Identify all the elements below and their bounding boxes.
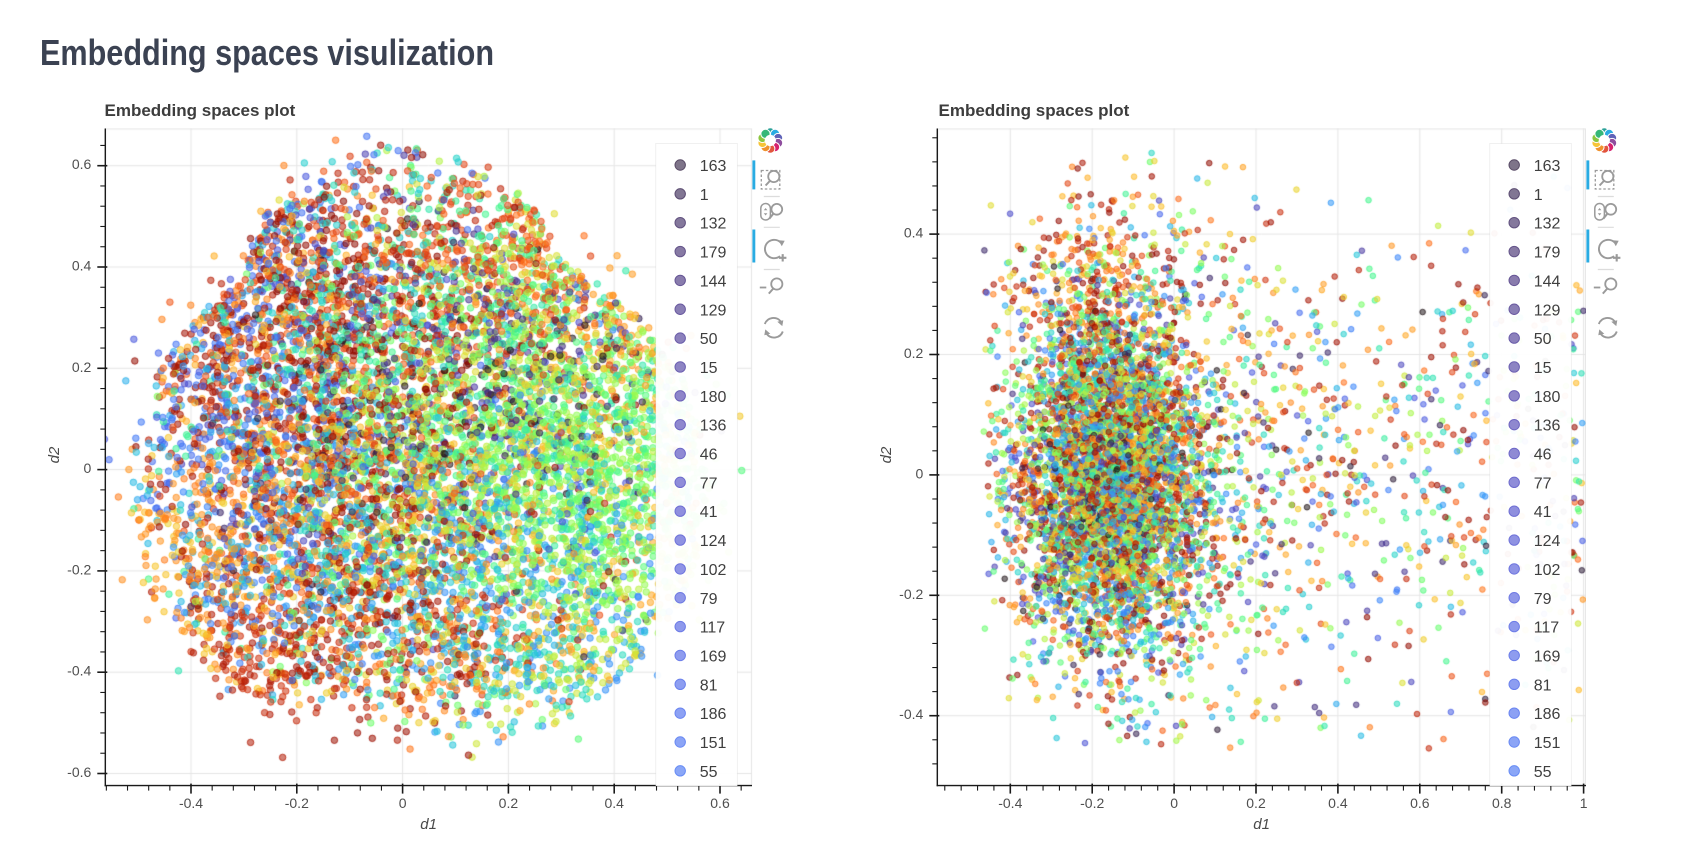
svg-text:0.2: 0.2	[904, 345, 924, 361]
svg-text:0.4: 0.4	[72, 258, 92, 274]
svg-text:15: 15	[1534, 360, 1552, 377]
svg-text:151: 151	[700, 735, 727, 752]
svg-text:0: 0	[84, 460, 92, 476]
svg-text:132: 132	[1534, 216, 1561, 233]
svg-text:186: 186	[700, 706, 727, 723]
svg-text:0.6: 0.6	[1410, 795, 1430, 811]
svg-text:50: 50	[1534, 331, 1552, 348]
svg-text:79: 79	[700, 591, 718, 608]
svg-text:169: 169	[700, 648, 727, 665]
svg-text:0.4: 0.4	[904, 225, 924, 241]
svg-text:0.4: 0.4	[604, 795, 624, 811]
svg-text:-0.2: -0.2	[1080, 795, 1104, 811]
svg-text:1: 1	[700, 187, 709, 204]
svg-text:179: 179	[700, 245, 727, 262]
svg-text:Embedding spaces plot: Embedding spaces plot	[939, 101, 1130, 120]
svg-text:129: 129	[700, 302, 727, 319]
svg-text:186: 186	[1534, 706, 1561, 723]
svg-text:1: 1	[1580, 795, 1588, 811]
svg-text:79: 79	[1534, 591, 1552, 608]
svg-text:-0.4: -0.4	[998, 795, 1022, 811]
svg-text:55: 55	[700, 764, 718, 781]
svg-text:117: 117	[1534, 620, 1560, 637]
svg-text:102: 102	[700, 562, 727, 579]
svg-text:77: 77	[700, 475, 718, 492]
svg-text:46: 46	[1534, 447, 1552, 464]
svg-text:0.2: 0.2	[499, 795, 519, 811]
svg-text:132: 132	[700, 216, 727, 233]
svg-text:Embedding spaces plot: Embedding spaces plot	[105, 101, 296, 120]
svg-text:-0.2: -0.2	[899, 586, 923, 602]
svg-text:50: 50	[700, 331, 718, 348]
svg-text:-0.4: -0.4	[67, 663, 91, 679]
svg-text:41: 41	[1534, 504, 1552, 521]
svg-text:1: 1	[1534, 187, 1543, 204]
svg-text:144: 144	[1534, 273, 1561, 290]
svg-text:55: 55	[1534, 764, 1552, 781]
svg-text:d1: d1	[1253, 816, 1270, 833]
svg-text:-0.6: -0.6	[67, 764, 91, 780]
svg-text:d2: d2	[46, 446, 63, 463]
svg-text:180: 180	[1534, 389, 1561, 406]
svg-text:81: 81	[700, 677, 718, 694]
svg-text:102: 102	[1534, 562, 1561, 579]
svg-text:0.6: 0.6	[72, 156, 92, 172]
svg-text:0.4: 0.4	[1328, 795, 1348, 811]
svg-text:124: 124	[1534, 533, 1561, 550]
svg-text:15: 15	[700, 360, 718, 377]
svg-text:46: 46	[700, 447, 718, 464]
svg-text:d1: d1	[420, 816, 437, 833]
svg-text:-0.2: -0.2	[67, 561, 91, 577]
svg-text:163: 163	[700, 158, 727, 175]
svg-text:124: 124	[700, 533, 727, 550]
svg-text:0.2: 0.2	[72, 359, 92, 375]
svg-text:179: 179	[1534, 245, 1561, 262]
svg-text:163: 163	[1534, 158, 1561, 175]
svg-text:0.6: 0.6	[710, 795, 730, 811]
svg-text:0.8: 0.8	[1492, 795, 1512, 811]
svg-text:0: 0	[1170, 795, 1178, 811]
svg-text:0.2: 0.2	[1246, 795, 1266, 811]
svg-text:77: 77	[1534, 475, 1552, 492]
svg-text:d2: d2	[878, 446, 895, 463]
svg-text:180: 180	[700, 389, 727, 406]
svg-text:-0.2: -0.2	[285, 795, 309, 811]
svg-text:81: 81	[1534, 677, 1552, 694]
svg-text:41: 41	[700, 504, 718, 521]
svg-text:-0.4: -0.4	[179, 795, 203, 811]
svg-text:-0.4: -0.4	[899, 706, 923, 722]
svg-text:169: 169	[1534, 648, 1561, 665]
svg-text:144: 144	[700, 273, 727, 290]
svg-text:0: 0	[399, 795, 407, 811]
svg-text:136: 136	[1534, 418, 1561, 435]
svg-text:136: 136	[700, 418, 727, 435]
svg-text:151: 151	[1534, 735, 1561, 752]
svg-text:129: 129	[1534, 302, 1561, 319]
svg-text:0: 0	[916, 465, 924, 481]
svg-text:117: 117	[700, 620, 726, 637]
